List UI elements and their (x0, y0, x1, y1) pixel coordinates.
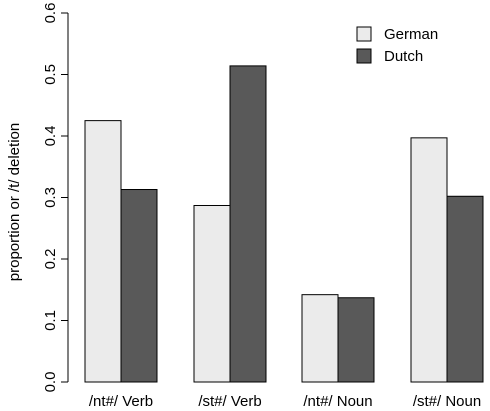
bars (84, 65, 484, 383)
legend-swatch-dutch (356, 48, 372, 64)
x-category-label: /nt#/ Verb (89, 393, 153, 410)
bar-dutch-2 (337, 297, 375, 383)
y-axis-title: proportion or /t/ deletion (6, 123, 23, 281)
bar-german-3 (410, 137, 448, 383)
x-category-label: /st#/ Noun (413, 393, 481, 410)
legend-swatch-german (356, 26, 372, 42)
x-category-label: /nt#/ Noun (303, 393, 372, 410)
x-category-label: /st#/ Verb (198, 393, 261, 410)
x-axis-labels: /nt#/ Verb/st#/ Verb/nt#/ Noun/st#/ Noun (89, 393, 481, 410)
bar-dutch-0 (120, 189, 158, 383)
legend-label-dutch: Dutch (384, 48, 423, 65)
bar-german-0 (84, 120, 122, 383)
y-tick-label: 0.4 (42, 126, 59, 147)
y-tick-label: 0.6 (42, 3, 59, 24)
y-tick-label: 0.1 (42, 310, 59, 331)
y-axis: 0.0 0.1 0.2 0.3 0.4 0.5 0.6 (42, 3, 69, 393)
y-tick-label: 0.0 (42, 372, 59, 393)
y-tick-label: 0.3 (42, 187, 59, 208)
bar-german-1 (193, 204, 231, 383)
bar-dutch-1 (229, 65, 267, 383)
bar-dutch-3 (446, 195, 484, 383)
y-tick-label: 0.5 (42, 64, 59, 85)
legend-label-german: German (384, 26, 438, 43)
bar-german-2 (301, 294, 339, 383)
y-tick-label: 0.2 (42, 249, 59, 270)
legend: German Dutch (356, 26, 438, 65)
